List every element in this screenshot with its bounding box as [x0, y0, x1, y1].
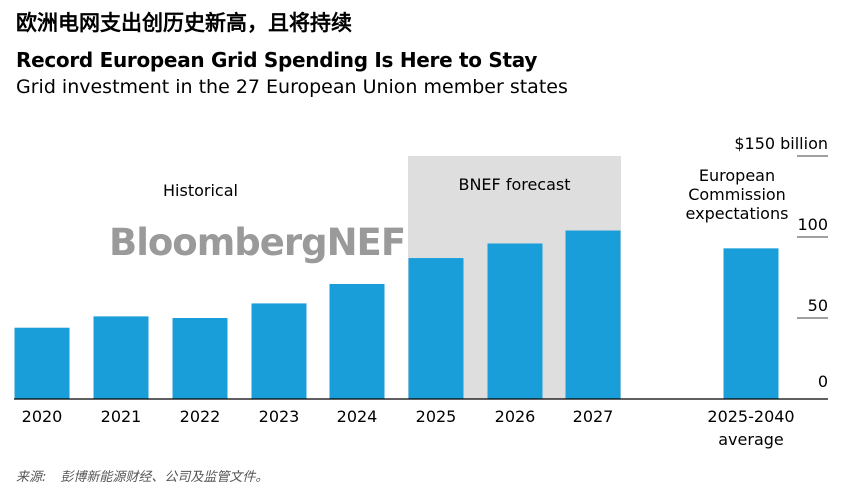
- watermark-text: BloombergNEF: [109, 221, 405, 264]
- source-label: 来源:: [16, 470, 47, 485]
- chart-title: Record European Grid Spending Is Here to…: [16, 48, 538, 72]
- bar-2021: [93, 316, 149, 399]
- ec-expectations-annotation-line2: Commission: [688, 185, 786, 204]
- bar-2024: [329, 283, 385, 399]
- source-note: 来源: 彭博新能源财经、公司及监管文件。: [16, 466, 268, 485]
- x-tick-label-2021: 2021: [101, 407, 142, 426]
- x-tick-label-2024: 2024: [337, 407, 378, 426]
- chart-subtitle: Grid investment in the 27 European Union…: [16, 76, 568, 98]
- y-tick-label-50: 50: [808, 296, 828, 315]
- bar-2027: [565, 230, 621, 399]
- x-tick-label-2026: 2026: [495, 407, 536, 426]
- bar-2022: [172, 318, 228, 399]
- x-tick-label-2025-2040-average-line2: average: [718, 430, 784, 449]
- x-tick-label-2027: 2027: [573, 407, 614, 426]
- chinese-title: 欧洲电网支出创历史新高，且将持续: [16, 11, 352, 35]
- bar-chart: BloombergNEF 0 50 100 $150 billion 2020 2021 20…: [14, 134, 828, 449]
- y-tick-label-0: 0: [818, 372, 828, 391]
- ec-expectations-annotation-line1: European: [699, 166, 775, 185]
- x-tick-label-2025: 2025: [416, 407, 457, 426]
- y-tick-label-150: $150 billion: [734, 134, 828, 153]
- forecast-annotation: BNEF forecast: [458, 175, 570, 194]
- historical-annotation: Historical: [163, 181, 238, 200]
- x-tick-label-2025-2040-average: 2025-2040: [707, 407, 794, 426]
- bar-2023: [251, 303, 307, 399]
- bar-2025-2040-average: [723, 248, 779, 399]
- x-tick-label-2020: 2020: [22, 407, 63, 426]
- ec-expectations-annotation-line3: expectations: [686, 204, 789, 223]
- bar-2026: [487, 243, 543, 399]
- bar-2020: [14, 327, 70, 399]
- x-tick-label-2023: 2023: [259, 407, 300, 426]
- y-tick-label-100: 100: [797, 215, 828, 234]
- bar-2025: [408, 258, 464, 399]
- source-text: 彭博新能源财经、公司及监管文件。: [60, 470, 269, 485]
- x-tick-label-2022: 2022: [180, 407, 221, 426]
